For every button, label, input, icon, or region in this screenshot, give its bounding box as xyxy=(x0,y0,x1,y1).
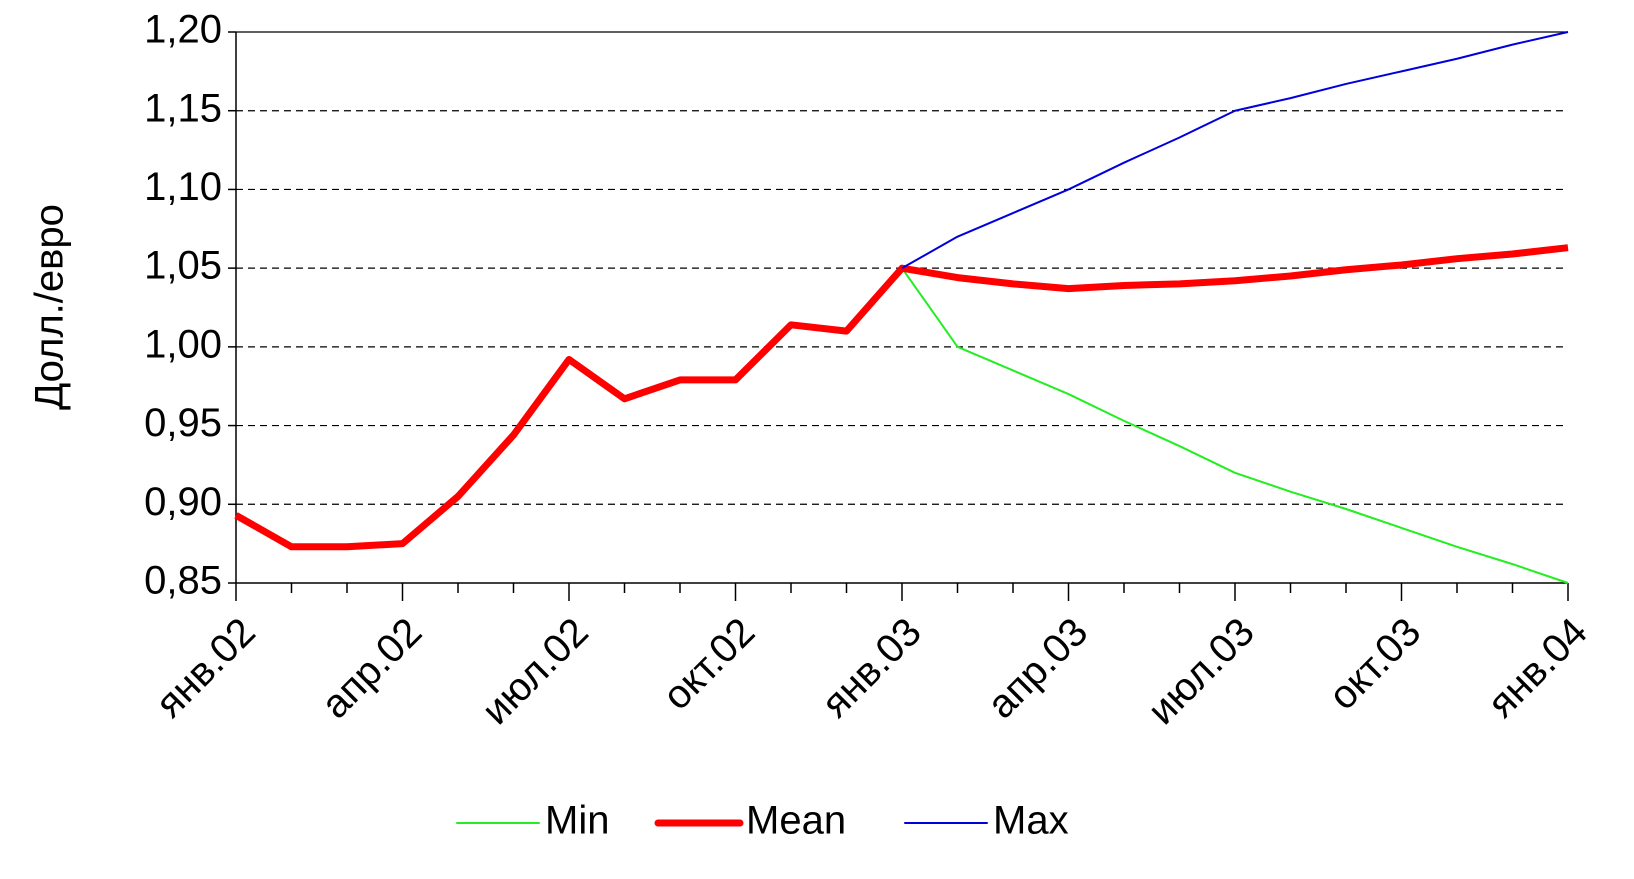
x-tick-label: окт.02 xyxy=(655,610,764,719)
y-tick-label: 1,10 xyxy=(144,165,222,209)
y-tick-label: 0,85 xyxy=(144,559,222,603)
y-tick-label: 1,20 xyxy=(144,8,222,52)
legend-label: Mean xyxy=(746,799,846,843)
x-tick-label: янв.02 xyxy=(147,610,263,726)
x-tick-label: апр.03 xyxy=(979,610,1096,727)
y-tick-label: 0,95 xyxy=(144,401,222,445)
x-tick-label: янв.04 xyxy=(1479,610,1595,726)
legend-label: Max xyxy=(993,799,1069,843)
y-axis-label: Долл./евро xyxy=(28,204,72,410)
y-tick-label: 1,05 xyxy=(144,244,222,288)
y-tick-label: 1,00 xyxy=(144,322,222,366)
x-tick-label: окт.03 xyxy=(1321,610,1430,719)
x-tick-label: янв.03 xyxy=(813,610,929,726)
x-tick-label: июл.03 xyxy=(1139,610,1262,733)
x-tick-label: апр.02 xyxy=(313,610,430,727)
legend-label: Min xyxy=(545,799,609,843)
line-series xyxy=(901,31,1569,270)
y-tick-label: 1,15 xyxy=(144,86,222,130)
y-tick-label: 0,90 xyxy=(144,480,222,524)
x-tick-label: июл.02 xyxy=(473,610,596,733)
line-series xyxy=(234,244,1569,551)
line-series xyxy=(901,267,1569,584)
